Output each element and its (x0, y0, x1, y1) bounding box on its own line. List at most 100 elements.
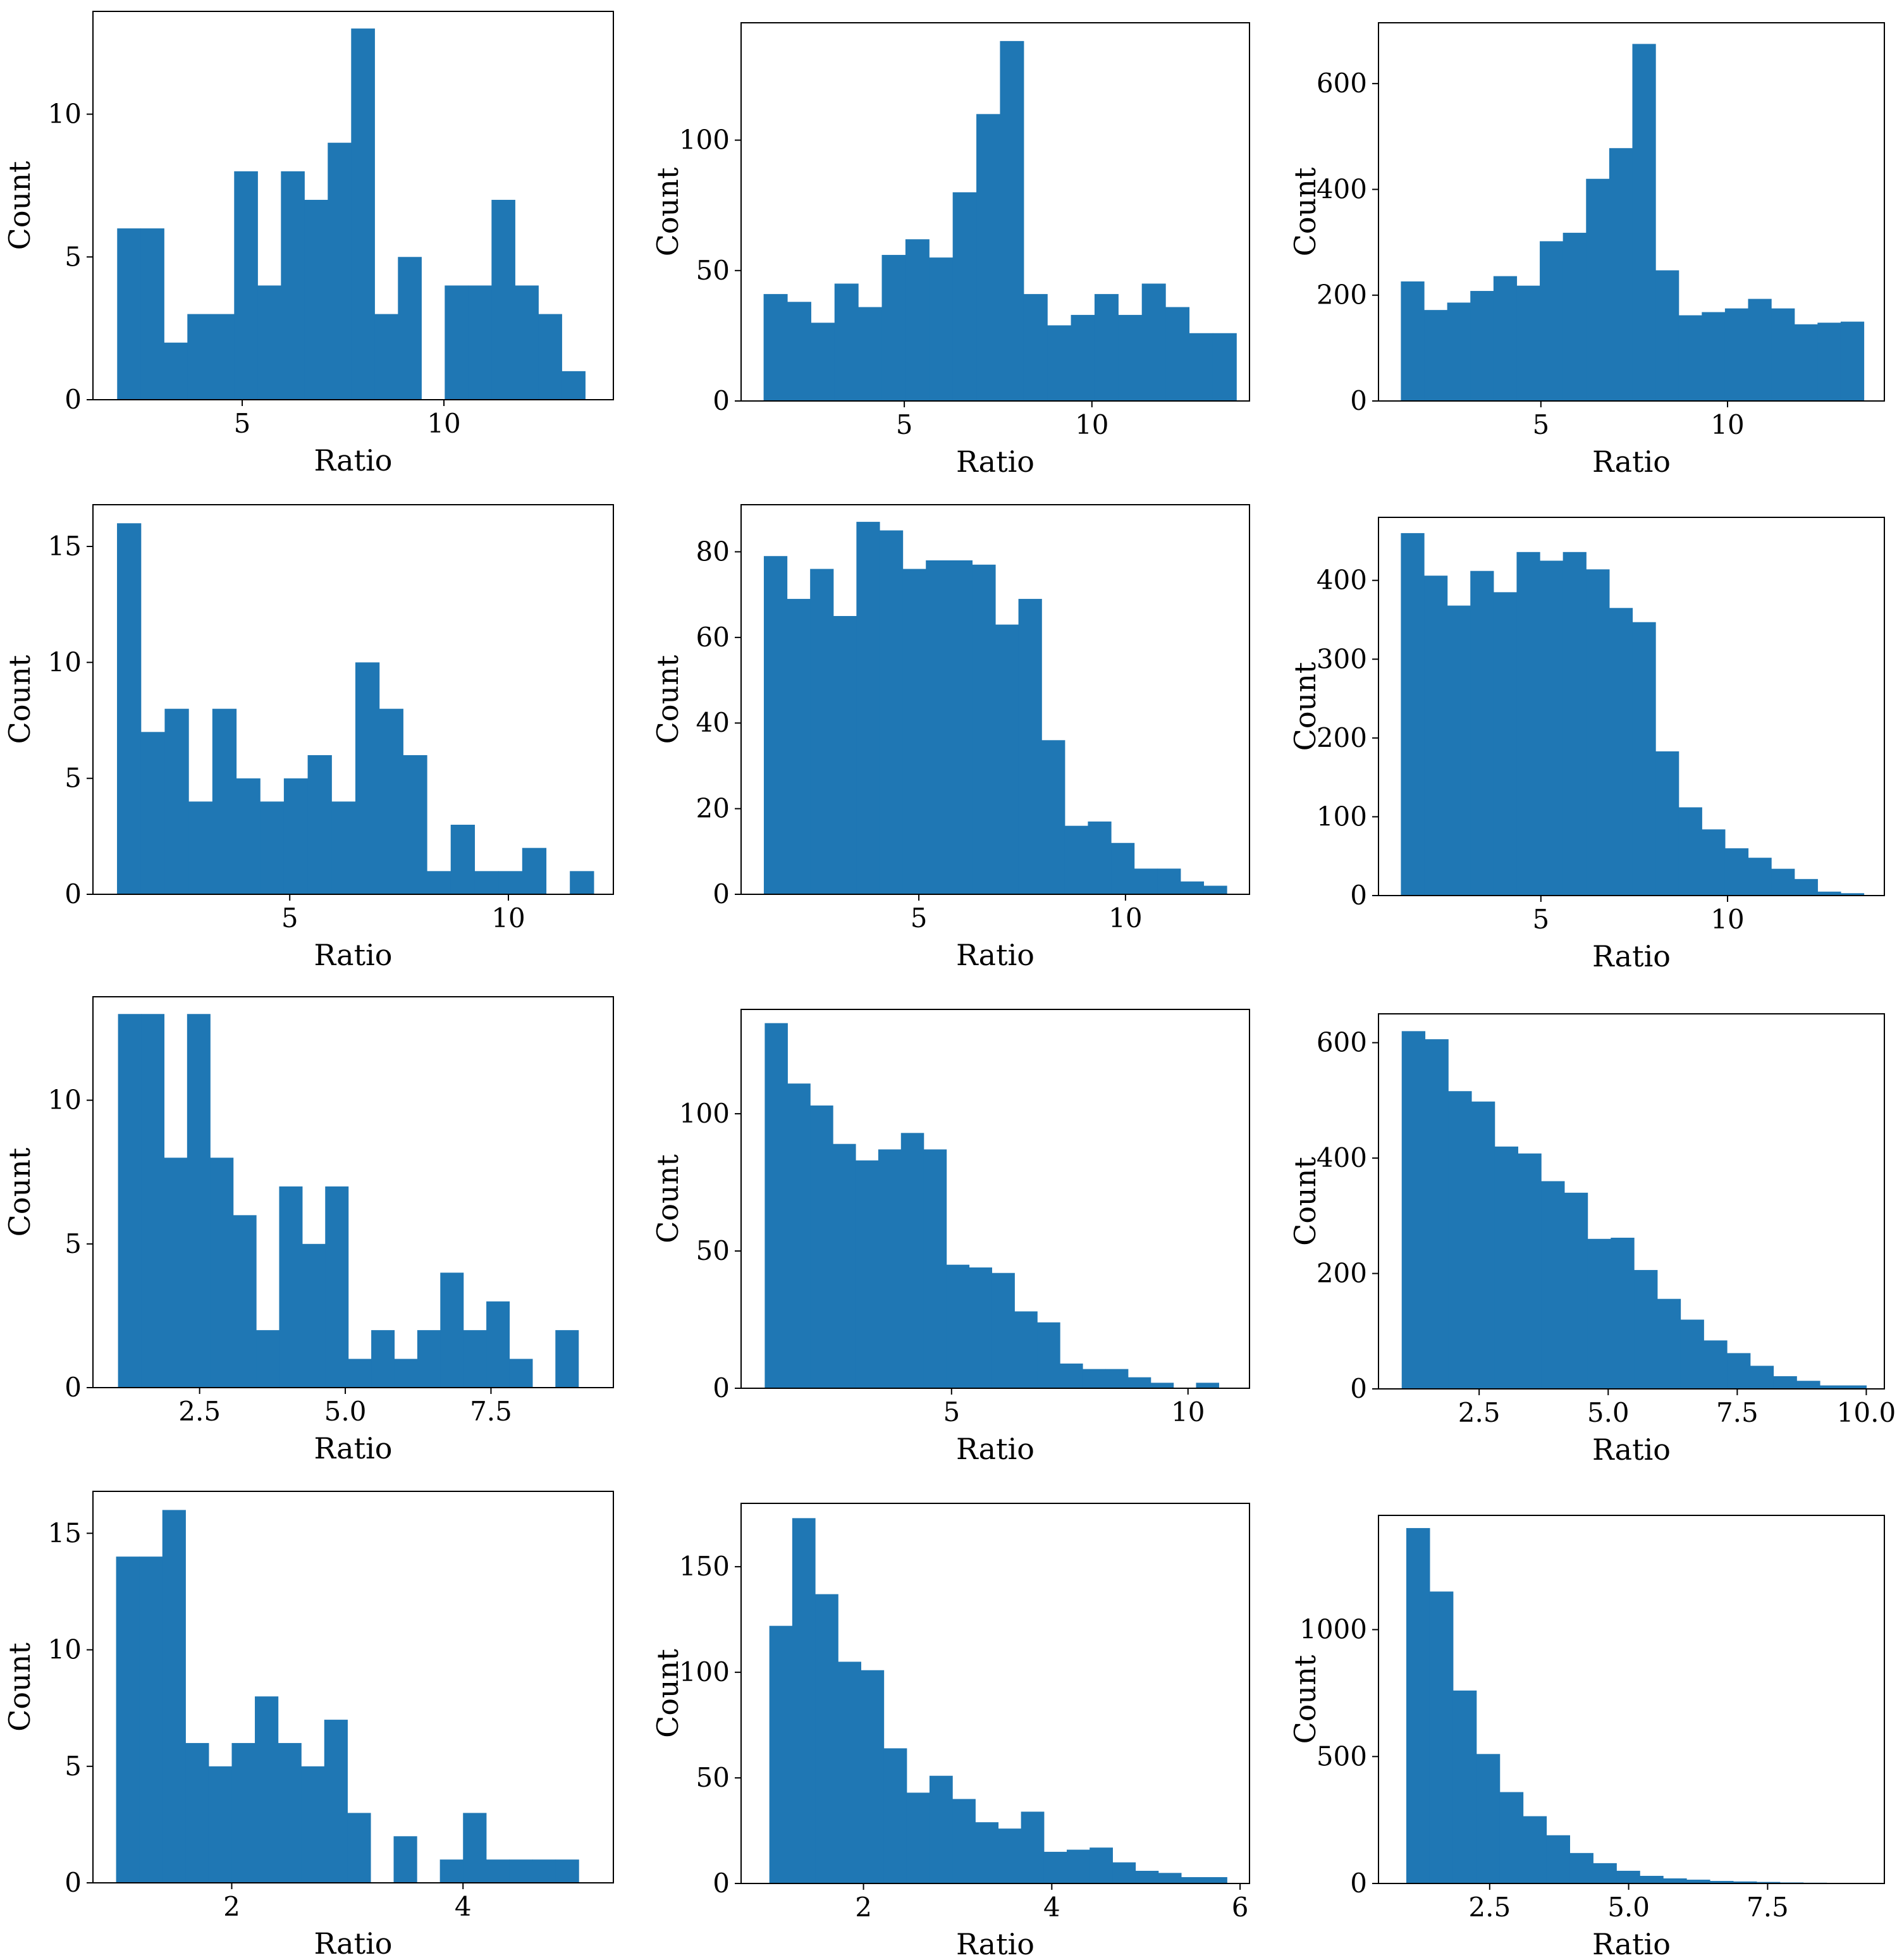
histogram-bar (1071, 314, 1095, 401)
axes-frame (92, 11, 614, 400)
axes-frame (92, 504, 614, 895)
histogram-bar (1586, 569, 1610, 896)
histogram-bar (1181, 1877, 1205, 1883)
histogram-bar (1796, 1381, 1820, 1389)
histogram-bar (532, 1859, 556, 1883)
histogram-bar (1401, 1031, 1426, 1389)
histogram-bar (355, 662, 380, 894)
histogram-bar (164, 1157, 188, 1388)
histogram-bar (1518, 1153, 1542, 1389)
histogram-bar (1843, 1385, 1867, 1389)
histogram-bar (1494, 1146, 1518, 1389)
y-tick-label: 20 (696, 793, 730, 824)
y-axis-label: Count (1288, 167, 1322, 256)
histogram-bar (1014, 1311, 1038, 1388)
y-tick-label: 0 (1350, 385, 1367, 416)
histogram-bar (1663, 1878, 1687, 1883)
histogram-bar (1655, 270, 1679, 401)
histogram-bar (1748, 299, 1772, 401)
histogram-bar (260, 801, 285, 894)
histogram-bar (570, 871, 594, 894)
histogram-bar (331, 801, 356, 894)
histogram-bar (1424, 576, 1448, 896)
histogram-bar (348, 1359, 372, 1388)
x-tick-label: 10.0 (1837, 1397, 1896, 1428)
histogram-bar (509, 1859, 533, 1883)
y-axis-label: Count (651, 167, 685, 256)
histogram-bar (1023, 293, 1048, 401)
histogram-bar (118, 1014, 142, 1388)
histogram-bar (763, 293, 788, 401)
y-tick-label: 0 (1350, 880, 1367, 911)
histogram-bar (1141, 283, 1166, 401)
y-axis-label: Count (3, 161, 37, 250)
y-tick-label: 15 (48, 531, 82, 562)
histogram-bar (236, 778, 261, 894)
histogram-bar (302, 1243, 326, 1388)
histogram-bar (1680, 1319, 1704, 1389)
histogram-bar (995, 624, 1019, 894)
histogram-bar (838, 1661, 861, 1883)
histogram-bar (1523, 1816, 1547, 1883)
y-tick-label: 100 (679, 1098, 730, 1129)
histogram-bar (810, 1105, 833, 1388)
histogram-bar (1702, 829, 1726, 896)
histogram-bar (324, 1720, 348, 1883)
y-axis-label: Count (651, 1649, 685, 1738)
x-tick-label: 5 (1532, 904, 1549, 935)
histogram-bar (486, 1301, 510, 1388)
y-tick-label: 10 (48, 99, 82, 130)
histogram-bar (555, 1330, 579, 1388)
histogram-bar (861, 1670, 885, 1883)
y-tick-label: 0 (1350, 1868, 1367, 1899)
histogram-bar (210, 1157, 234, 1388)
histogram-bar (881, 255, 906, 401)
y-tick-label: 0 (713, 1868, 730, 1899)
y-axis-label: Count (1288, 1655, 1322, 1744)
histogram-bar (1082, 1369, 1106, 1388)
histogram-bar (450, 825, 476, 894)
axes-frame (740, 1503, 1250, 1884)
histogram-bar (139, 1556, 163, 1883)
y-axis-label: Count (1288, 662, 1322, 751)
histogram-bar (1686, 1879, 1710, 1883)
histogram-bar (905, 239, 930, 401)
x-tick-label: 10 (1108, 903, 1142, 934)
histogram-bar (1452, 1690, 1477, 1883)
histogram-bar (1067, 1849, 1090, 1883)
histogram-bar (1105, 1369, 1129, 1388)
histogram-bar (929, 257, 954, 401)
y-tick-label: 100 (679, 1656, 730, 1687)
x-axis-label: Ratio (956, 1432, 1034, 1466)
histogram-bar (1493, 276, 1518, 401)
histogram-panel-3: 5 10 0 200 400 600 Ratio Count (1288, 22, 1885, 479)
x-tick-label: 2.5 (1468, 1892, 1511, 1923)
histogram-bar (976, 114, 1001, 401)
histogram-bar (1819, 1385, 1844, 1389)
histogram-bar (1157, 868, 1181, 894)
histogram-bar (1593, 1863, 1617, 1883)
histogram-bar (1470, 291, 1494, 401)
y-tick-label: 50 (696, 1762, 730, 1793)
histogram-bar (1180, 881, 1205, 894)
histogram-bar (1709, 1880, 1734, 1883)
histogram-bar (1060, 1363, 1083, 1388)
x-tick-label: 6 (1232, 1892, 1249, 1923)
histogram-bar (283, 778, 309, 894)
histogram-panel-7: 2.5 5.0 7.5 0 5 10 Ratio Count (3, 996, 614, 1465)
histogram-panel-11: 2 4 6 0 50 100 150 Ratio Count (651, 1503, 1250, 1960)
y-tick-label: 5 (64, 763, 82, 794)
histogram-bar (328, 142, 352, 400)
histogram-bar (946, 1264, 970, 1388)
x-axis-label: Ratio (314, 1926, 392, 1960)
x-tick-label: 5.0 (1587, 1397, 1630, 1428)
histogram-bar (1018, 598, 1042, 894)
histogram-bar (371, 1330, 395, 1388)
histogram-bar (1587, 1238, 1611, 1389)
histogram-bar (900, 1133, 924, 1388)
histogram-bar (140, 732, 166, 894)
histogram-bar (164, 708, 189, 894)
histogram-bar (1088, 821, 1112, 894)
histogram-bar (187, 314, 211, 400)
